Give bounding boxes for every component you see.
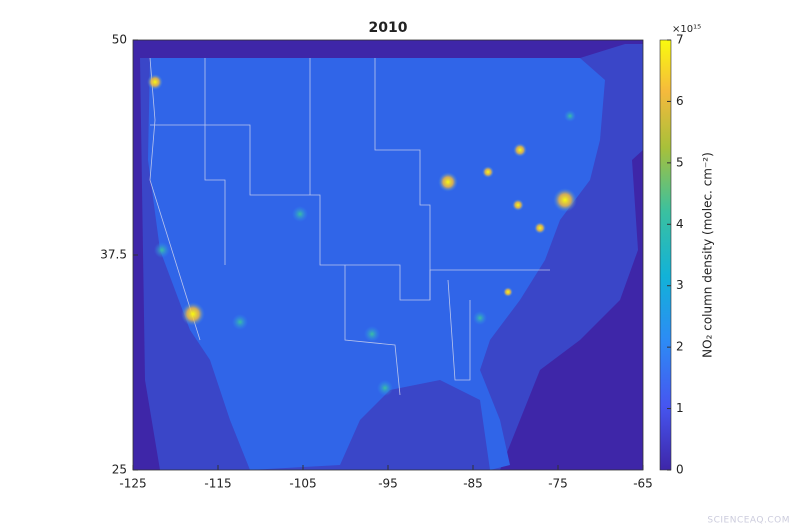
- x-tick-label: -95: [378, 477, 398, 491]
- y-tick-label: 37.5: [100, 248, 127, 262]
- watermark: SCIENCEAQ.COM: [707, 516, 790, 526]
- map-title: 2010: [369, 20, 408, 36]
- hotspots: [147, 74, 577, 396]
- x-tick-label: -105: [289, 477, 316, 491]
- borders: [149, 57, 550, 396]
- colorbar-tick-label: 7: [676, 33, 684, 47]
- x-tick-label: -75: [548, 477, 568, 491]
- x-tick-label: -125: [119, 477, 146, 491]
- land: [148, 58, 605, 470]
- colorbar-tick-label: 5: [676, 155, 684, 169]
- colorbar-tick-label: 1: [676, 401, 684, 415]
- y-tick-label: 50: [112, 33, 127, 47]
- x-tick-label: -115: [204, 477, 231, 491]
- colorbar-tick-label: 2: [676, 340, 684, 354]
- colorbar-label: NO₂ column density (molec. cm⁻²): [701, 152, 715, 358]
- colorbar-tick-label: 0: [676, 463, 684, 477]
- x-tick-label: -85: [463, 477, 483, 491]
- y-tick-label: 25: [112, 463, 127, 477]
- x-tick-label: -65: [633, 477, 653, 491]
- colorbar-tick-label: 3: [676, 278, 684, 292]
- colorbar-tick-label: 6: [676, 94, 684, 108]
- colorbar-exponent: ×10¹⁵: [672, 24, 701, 35]
- colorbar-tick-label: 4: [676, 217, 684, 231]
- map-area: [132, 39, 644, 471]
- colorbar: [659, 39, 672, 471]
